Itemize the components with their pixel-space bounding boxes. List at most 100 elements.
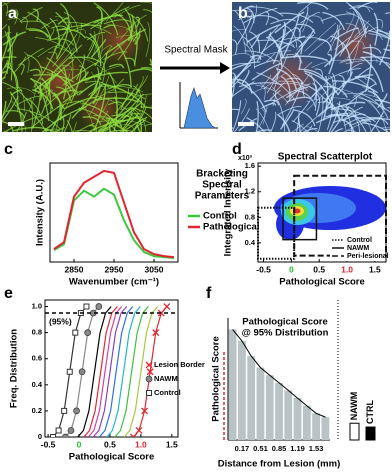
fiber: [246, 15, 280, 22]
fiber: [232, 53, 252, 57]
fiber: [2, 79, 4, 81]
fiber: [2, 31, 27, 46]
fiber: [41, 114, 67, 132]
image-a: [2, 2, 152, 132]
legend-label: Pathological: [203, 222, 259, 233]
y-tick-label: 0.4: [245, 238, 256, 247]
fiber: [242, 7, 278, 24]
y-axis-label: Integrated Intensity: [223, 168, 234, 256]
fiber: [266, 36, 284, 59]
density: [293, 208, 301, 214]
fiber: [342, 113, 366, 122]
fiber: [120, 26, 132, 40]
fiber: [344, 106, 367, 132]
marker: [130, 433, 137, 437]
marker: [146, 390, 152, 396]
fiber: [338, 74, 345, 88]
fiber: [251, 62, 283, 81]
fiber: [317, 96, 324, 132]
fiber: [324, 39, 354, 68]
fiber: [340, 59, 353, 64]
fiber: [265, 11, 270, 26]
fiber: [339, 16, 360, 57]
fiber: [2, 24, 8, 30]
fiber: [144, 123, 152, 127]
fiber: [2, 2, 10, 6]
fiber: [136, 124, 141, 132]
fiber: [277, 35, 306, 52]
fiber: [280, 76, 291, 100]
fiber: [260, 107, 266, 125]
fiber: [286, 86, 309, 99]
fiber: [103, 24, 116, 29]
fiber: [66, 119, 73, 132]
fiber: [105, 2, 124, 22]
fiber: [108, 125, 111, 132]
y-tick-label: 1.0: [32, 302, 42, 311]
x-axis-label: Wavenumber (cm⁻¹): [69, 277, 159, 288]
fiber: [278, 12, 314, 24]
fiber: [341, 89, 380, 114]
fiber: [116, 34, 137, 39]
side-label: NAWM: [349, 392, 359, 421]
fiber: [237, 13, 253, 45]
image-b: [232, 2, 390, 132]
fiber: [2, 59, 9, 73]
y-axis-label: Pathological Score: [211, 336, 222, 422]
fiber: [308, 28, 342, 56]
fiber: [135, 93, 152, 98]
bar: [302, 405, 311, 440]
fiber: [232, 9, 253, 13]
fiber: [103, 19, 131, 25]
fiber: [381, 126, 390, 129]
fiber: [232, 126, 234, 129]
fiber: [279, 108, 295, 130]
fiber: [291, 120, 308, 132]
fiber: [327, 21, 341, 55]
marker: [145, 375, 153, 383]
bar: [265, 375, 274, 440]
marker: [67, 427, 75, 434]
y-tick-label: 0.8: [32, 328, 42, 337]
fiber: [270, 111, 277, 132]
fiber: [140, 2, 152, 4]
fiber: [59, 28, 86, 39]
fiber: [274, 81, 285, 93]
fiber: [378, 130, 381, 132]
side-bar: [365, 426, 376, 441]
fiber: [277, 114, 291, 132]
fiber: [385, 11, 390, 15]
fiber: [72, 121, 77, 132]
fiber: [2, 25, 10, 63]
fiber: [26, 54, 43, 74]
x-tick-label: -0.5: [256, 264, 271, 274]
chart-title: Bracketing: [196, 169, 248, 180]
fiber: [2, 56, 17, 59]
fiber: [255, 101, 259, 132]
fiber: [333, 128, 344, 132]
fiber: [74, 130, 94, 132]
fiber: [143, 9, 152, 14]
fiber: [93, 2, 119, 36]
x-tick-label: 3050: [145, 264, 164, 274]
fiber: [2, 96, 13, 119]
fibers: [232, 2, 390, 132]
fiber: [351, 40, 365, 47]
fiber: [368, 33, 390, 40]
y-tick-label: 1.2: [245, 187, 255, 196]
bar: [238, 340, 246, 440]
fiber: [103, 51, 128, 60]
fiber: [56, 86, 72, 101]
fiber: [232, 62, 248, 67]
fiber: [22, 16, 28, 29]
panel-label: a: [8, 5, 17, 22]
fiber: [328, 30, 340, 75]
fiber: [367, 100, 388, 132]
fiber: [296, 23, 316, 34]
fiber: [61, 117, 65, 132]
fiber: [43, 89, 48, 100]
fiber: [134, 33, 141, 45]
icon-histogram: [183, 87, 217, 129]
fiber: [232, 81, 255, 98]
